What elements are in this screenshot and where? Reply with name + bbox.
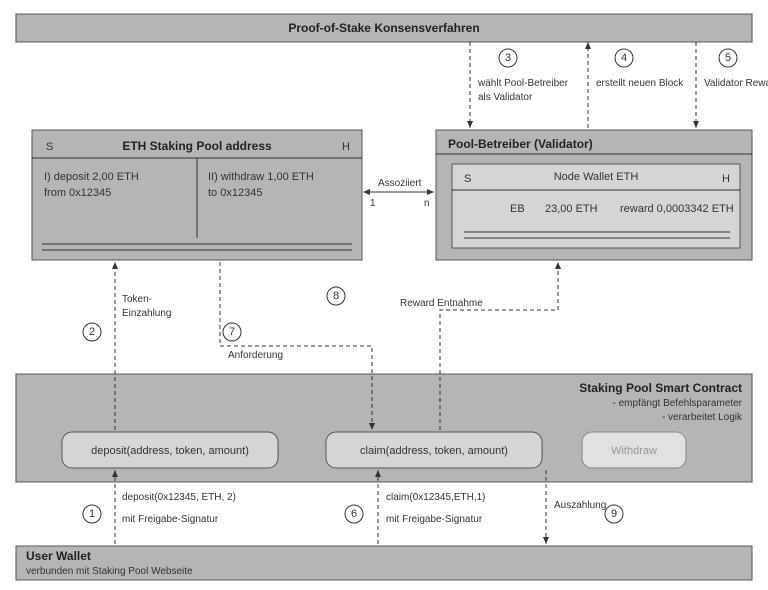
svg-text:3: 3	[505, 52, 511, 64]
node-wallet-s: S	[464, 173, 471, 185]
user-wallet-box: User Wallet verbunden mit Staking Pool W…	[16, 546, 752, 580]
association-right: n	[424, 198, 430, 209]
smart-contract-sub2: - verarbeitet Logik	[662, 412, 743, 423]
withdraw-line1: II) withdraw 1,00 ETH	[208, 171, 314, 183]
eb-value: 23,00 ETH	[545, 203, 598, 215]
deposit-line2: from 0x12345	[44, 187, 111, 199]
staking-pool-title: ETH Staking Pool address	[122, 139, 272, 153]
svg-text:deposit(address, token, amount: deposit(address, token, amount)	[91, 445, 249, 457]
svg-text:Validator Reward: Validator Reward	[704, 78, 768, 89]
consensus-title: Proof-of-Stake Konsensverfahren	[288, 21, 479, 35]
user-wallet-title: User Wallet	[26, 549, 91, 563]
svg-text:deposit(0x12345, ETH, 2): deposit(0x12345, ETH, 2)	[122, 492, 236, 503]
staking-pool-s: S	[46, 141, 53, 153]
svg-text:claim(address, token, amount): claim(address, token, amount)	[360, 445, 508, 457]
svg-text:5: 5	[725, 52, 731, 64]
svg-text:Einzahlung: Einzahlung	[122, 308, 171, 319]
svg-text:mit Freigabe-Signatur: mit Freigabe-Signatur	[122, 514, 219, 525]
eb-label: EB	[510, 203, 525, 215]
svg-text:wählt Pool-Betreiber: wählt Pool-Betreiber	[477, 78, 569, 89]
svg-text:6: 6	[351, 508, 357, 520]
svg-text:Anforderung: Anforderung	[228, 350, 283, 361]
svg-text:7: 7	[229, 326, 235, 338]
deposit-line1: I) deposit 2,00 ETH	[44, 171, 139, 183]
reward-label: reward 0,0003342 ETH	[620, 203, 734, 215]
svg-text:als Validator: als Validator	[478, 92, 533, 103]
svg-text:Reward Entnahme: Reward Entnahme	[400, 298, 483, 309]
withdraw-line2: to 0x12345	[208, 187, 262, 199]
svg-text:Auszahlung: Auszahlung	[554, 500, 606, 511]
smart-contract-sub1: - empfängt Befehlsparameter	[612, 398, 742, 409]
svg-text:mit Freigabe-Signatur: mit Freigabe-Signatur	[386, 514, 483, 525]
diagram-canvas: Proof-of-Stake Konsensverfahren S ETH St…	[0, 0, 768, 590]
svg-text:2: 2	[89, 326, 95, 338]
user-wallet-sub: verbunden mit Staking Pool Webseite	[26, 566, 193, 577]
svg-text:1: 1	[89, 508, 95, 520]
svg-text:erstellt neuen Block: erstellt neuen Block	[596, 78, 684, 89]
node-wallet-title: Node Wallet ETH	[554, 171, 639, 183]
association-left: 1	[370, 198, 376, 209]
svg-text:Withdraw: Withdraw	[611, 445, 657, 457]
smart-contract-title: Staking Pool Smart Contract	[579, 381, 742, 395]
node-wallet-h: H	[722, 173, 730, 185]
smart-contract-box: Staking Pool Smart Contract - empfängt B…	[16, 374, 752, 482]
validator-box: Pool-Betreiber (Validator) S Node Wallet…	[436, 130, 752, 260]
svg-text:4: 4	[621, 52, 627, 64]
svg-text:Token-: Token-	[122, 294, 152, 305]
svg-text:8: 8	[333, 290, 339, 302]
validator-title: Pool-Betreiber (Validator)	[448, 137, 593, 151]
association-label: Assoziiert	[378, 178, 422, 189]
svg-text:claim(0x12345,ETH,1): claim(0x12345,ETH,1)	[386, 492, 485, 503]
staking-pool-h: H	[342, 141, 350, 153]
staking-pool-box: S ETH Staking Pool address H I) deposit …	[32, 130, 362, 260]
svg-text:9: 9	[611, 508, 617, 520]
